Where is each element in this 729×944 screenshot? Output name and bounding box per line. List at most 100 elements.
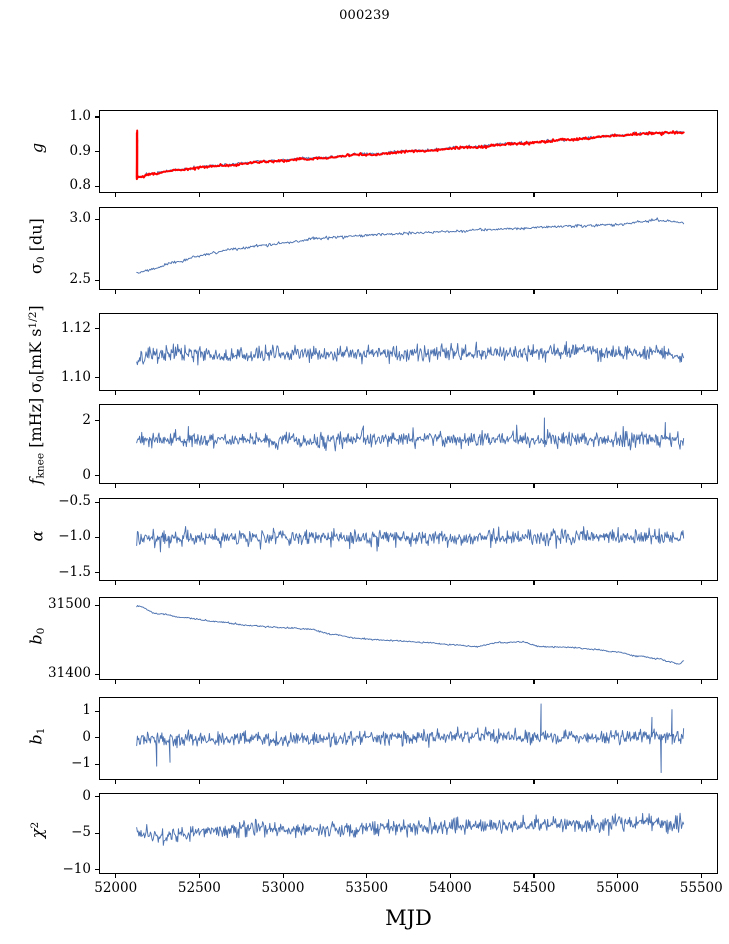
ytick-label-b0-0: 31400	[48, 665, 91, 682]
plot-panel-gain	[99, 110, 718, 193]
xtick-mark-b0-6	[617, 680, 619, 684]
xtick-mark-b0-7	[700, 680, 702, 684]
ytick-label-gain-2: 1.0	[69, 107, 91, 124]
ytick-label-sigma0-du-0: 2.5	[69, 271, 91, 288]
plot-area-b0	[136, 605, 685, 665]
xtick-mark-sigma0-du-2	[282, 290, 284, 294]
xtick-mark-f-knee-5	[533, 484, 535, 488]
plot-area-chi2	[136, 812, 685, 846]
xtick-mark-gain-0	[115, 193, 117, 197]
xtick-mark-sigma0-mk-0	[115, 391, 117, 395]
xtick-mark-chi2-7	[700, 874, 702, 878]
ytick-mark-f-knee-0	[95, 475, 99, 477]
xtick-mark-alpha-6	[617, 581, 619, 585]
xtick-mark-alpha-4	[449, 581, 451, 585]
xtick-mark-alpha-5	[533, 581, 535, 585]
xtick-mark-b1-1	[198, 780, 200, 784]
series-sigma0-du-data	[136, 217, 685, 274]
ytick-mark-b0-0	[95, 673, 99, 676]
xtick-mark-b1-5	[533, 780, 535, 784]
xtick-mark-b0-1	[198, 680, 200, 684]
xtick-mark-gain-4	[449, 193, 451, 197]
xtick-mark-sigma0-du-6	[617, 290, 619, 294]
plot-panel-b1	[99, 697, 718, 780]
xtick-mark-alpha-7	[700, 581, 702, 585]
xtick-mark-gain-3	[366, 193, 368, 197]
xtick-mark-alpha-2	[282, 581, 284, 585]
xtick-mark-chi2-5	[533, 874, 535, 878]
figure-title: 000239	[339, 8, 390, 23]
ytick-mark-b1-1	[95, 737, 99, 739]
ytick-label-b1-2: 1	[82, 702, 91, 719]
xtick-mark-sigma0-du-7	[700, 290, 702, 294]
xtick-mark-sigma0-mk-7	[700, 391, 702, 395]
xtick-mark-f-knee-7	[700, 484, 702, 488]
series-gain-data	[136, 130, 685, 179]
xtick-mark-alpha-3	[366, 581, 368, 585]
xtick-label-2: 53000	[261, 880, 305, 896]
xtick-mark-gain-6	[617, 193, 619, 197]
xtick-mark-f-knee-0	[115, 484, 117, 488]
xtick-mark-b1-4	[449, 780, 451, 784]
ytick-label-f-knee-0: 0	[82, 466, 91, 483]
plot-area-f-knee	[136, 417, 685, 452]
xtick-mark-sigma0-du-0	[115, 290, 117, 294]
ytick-label-sigma0-du-1: 3.0	[69, 210, 91, 227]
xtick-mark-sigma0-mk-2	[282, 391, 284, 395]
xtick-mark-b1-3	[366, 780, 368, 784]
plot-panel-sigma0-mk	[99, 313, 718, 391]
xtick-mark-f-knee-2	[282, 484, 284, 488]
ytick-label-alpha-1: −1.0	[58, 528, 91, 545]
ytick-mark-sigma0-du-1	[95, 218, 99, 220]
xtick-mark-chi2-1	[198, 874, 200, 878]
ytick-mark-f-knee-1	[95, 420, 99, 422]
xtick-mark-b1-2	[282, 780, 284, 784]
xtick-label-1: 52500	[177, 880, 221, 896]
xtick-mark-b1-6	[617, 780, 619, 784]
xtick-label-5: 54500	[512, 880, 556, 896]
series-b0-data	[136, 605, 685, 665]
ytick-mark-alpha-1	[95, 536, 99, 538]
xtick-mark-sigma0-du-1	[198, 290, 200, 294]
xtick-mark-chi2-0	[115, 874, 117, 878]
xtick-label-7: 55500	[679, 880, 723, 896]
xtick-mark-f-knee-6	[617, 484, 619, 488]
xtick-mark-sigma0-mk-3	[366, 391, 368, 395]
ytick-mark-gain-2	[95, 116, 99, 118]
ytick-mark-gain-0	[95, 185, 99, 187]
xtick-label-4: 54000	[428, 880, 472, 896]
ytick-label-chi2-1: −5	[71, 824, 91, 841]
ytick-mark-b0-1	[95, 604, 99, 606]
series-f-knee-data	[136, 417, 685, 452]
xtick-mark-b0-2	[282, 680, 284, 684]
xtick-mark-b0-5	[533, 680, 535, 684]
plot-area-sigma0-mk	[136, 341, 685, 366]
series-chi2-data	[136, 812, 685, 846]
xtick-mark-gain-2	[282, 193, 284, 197]
xtick-mark-sigma0-mk-6	[617, 391, 619, 395]
ytick-label-alpha-2: −1.5	[58, 563, 91, 580]
xtick-mark-f-knee-4	[449, 484, 451, 488]
y-axis-label-chi2: χ2	[27, 821, 46, 838]
series-b1-data	[136, 703, 685, 774]
xtick-mark-b1-7	[700, 780, 702, 784]
ytick-label-b1-0: −1	[71, 755, 91, 772]
xtick-mark-gain-1	[198, 193, 200, 197]
ytick-mark-b1-2	[95, 710, 99, 713]
xtick-mark-sigma0-mk-4	[449, 391, 451, 395]
ytick-label-sigma0-mk-1: 1.12	[60, 319, 91, 336]
ytick-label-gain-0: 0.8	[69, 177, 91, 194]
ytick-mark-sigma0-mk-0	[95, 377, 99, 379]
xtick-mark-sigma0-du-3	[366, 290, 368, 294]
ytick-label-gain-1: 0.9	[69, 142, 91, 159]
series-alpha-data	[136, 526, 685, 553]
xtick-label-3: 53500	[345, 880, 389, 896]
ytick-mark-gain-1	[95, 151, 99, 153]
ytick-mark-sigma0-du-0	[95, 279, 99, 281]
xtick-mark-alpha-0	[115, 581, 117, 585]
xtick-mark-f-knee-1	[198, 484, 200, 488]
plot-area-gain	[135, 129, 685, 181]
plot-panel-b0	[99, 597, 718, 680]
plot-area-sigma0-du	[136, 217, 685, 274]
